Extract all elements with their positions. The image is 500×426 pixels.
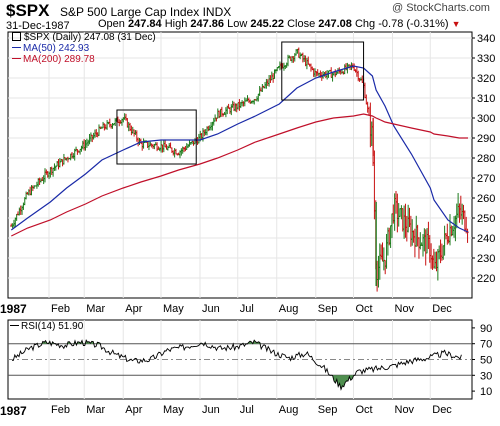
annotation-box <box>116 109 197 165</box>
chg-label: Chg <box>354 18 376 30</box>
y-tick-label: 230 <box>477 253 495 265</box>
quote-date: 31-Dec-1987 <box>6 20 70 32</box>
index-fullname: S&P 500 Large Cap Index <box>60 5 200 19</box>
x-tick-label: Jul <box>240 303 254 315</box>
legend-price-label: $SPX (Daily) 247.08 (31 Dec) <box>24 32 156 43</box>
low-value: 245.22 <box>250 18 285 30</box>
y-tick-label: 10 <box>480 386 492 398</box>
y-tick-label: 250 <box>477 213 495 225</box>
x-tick-label: Sep <box>318 303 338 315</box>
y-tick-label: 310 <box>477 93 495 105</box>
x-tick-label: Aug <box>279 303 299 315</box>
legend-rsi-label: RSI(14) 51.90 <box>21 321 84 332</box>
legend-line-icon <box>12 47 21 48</box>
x-tick-label: Oct <box>356 404 373 416</box>
x-tick-label: Apr <box>125 303 142 315</box>
price-bars <box>10 47 469 292</box>
x-tick-label: Oct <box>356 303 373 315</box>
y-tick-label: 240 <box>477 233 495 245</box>
y-tick-label: 90 <box>480 323 492 335</box>
y-tick-label: 340 <box>477 33 495 45</box>
y-tick-label: 330 <box>477 53 495 65</box>
y-tick-label: 30 <box>480 370 492 382</box>
y-tick-label: 320 <box>477 73 495 85</box>
y-tick-label: 290 <box>477 133 495 145</box>
high-value: 247.86 <box>190 18 225 30</box>
x-tick-label: Feb <box>51 404 70 416</box>
x-tick-label: May <box>163 404 184 416</box>
ohlc-readout: Open 247.84 High 247.86 Low 245.22 Close… <box>98 18 461 30</box>
y-tick-label: 260 <box>477 193 495 205</box>
x-tick-label: Jul <box>240 404 254 416</box>
open-value: 247.84 <box>127 18 162 30</box>
legend-square-icon <box>12 32 21 41</box>
y-tick-label: 220 <box>477 273 495 285</box>
year-label: 1987 <box>0 404 27 418</box>
x-tick-label: May <box>163 303 184 315</box>
x-tick-label: Dec <box>432 303 452 315</box>
watermark: @ StockCharts.com <box>392 2 490 14</box>
chg-value: -0.78 (-0.31%) <box>378 18 449 30</box>
price-panel-frame <box>7 31 473 299</box>
down-arrow-icon: ▼ <box>451 19 461 29</box>
legend-ma50-label: MA(50) 242.93 <box>23 43 90 54</box>
year-label: 1987 <box>0 302 27 316</box>
symbol-title: $SPX <box>6 1 50 20</box>
x-tick-label: Dec <box>432 404 452 416</box>
x-tick-label: Feb <box>51 303 70 315</box>
legend-line-icon <box>10 325 19 326</box>
annotation-box <box>281 41 365 101</box>
close-value: 247.08 <box>318 18 352 30</box>
x-tick-label: Apr <box>125 404 142 416</box>
legend-price: $SPX (Daily) 247.08 (31 Dec) <box>12 32 156 43</box>
legend-ma50: MA(50) 242.93 <box>12 43 89 54</box>
x-tick-label: Sep <box>318 404 338 416</box>
legend-ma200-label: MA(200) 289.78 <box>23 54 95 65</box>
exchange-label: INDX <box>202 5 232 19</box>
ma200-line <box>11 113 468 237</box>
rsi-panel-frame <box>7 319 473 400</box>
legend-line-icon <box>12 58 21 59</box>
x-tick-label: Jun <box>202 303 220 315</box>
close-label: Close <box>287 18 316 30</box>
y-tick-label: 280 <box>477 153 495 165</box>
open-label: Open <box>98 18 125 30</box>
legend-ma200: MA(200) 289.78 <box>12 54 95 65</box>
x-tick-label: Nov <box>395 404 415 416</box>
ma50-line <box>10 65 469 233</box>
x-tick-label: Mar <box>86 404 105 416</box>
y-tick-label: 70 <box>480 339 492 351</box>
index-name: S&P 500 Large Cap Index INDX <box>60 5 231 19</box>
low-label: Low <box>227 18 248 30</box>
high-label: High <box>164 18 188 30</box>
y-tick-label: 270 <box>477 173 495 185</box>
x-tick-label: Aug <box>279 404 299 416</box>
x-tick-label: Mar <box>86 303 105 315</box>
rsi-line <box>11 339 462 391</box>
y-tick-label: 300 <box>477 113 495 125</box>
legend-rsi: RSI(14) 51.90 <box>10 321 83 332</box>
x-tick-label: Nov <box>395 303 415 315</box>
y-tick-label: 50 <box>480 355 492 367</box>
x-tick-label: Jun <box>202 404 220 416</box>
